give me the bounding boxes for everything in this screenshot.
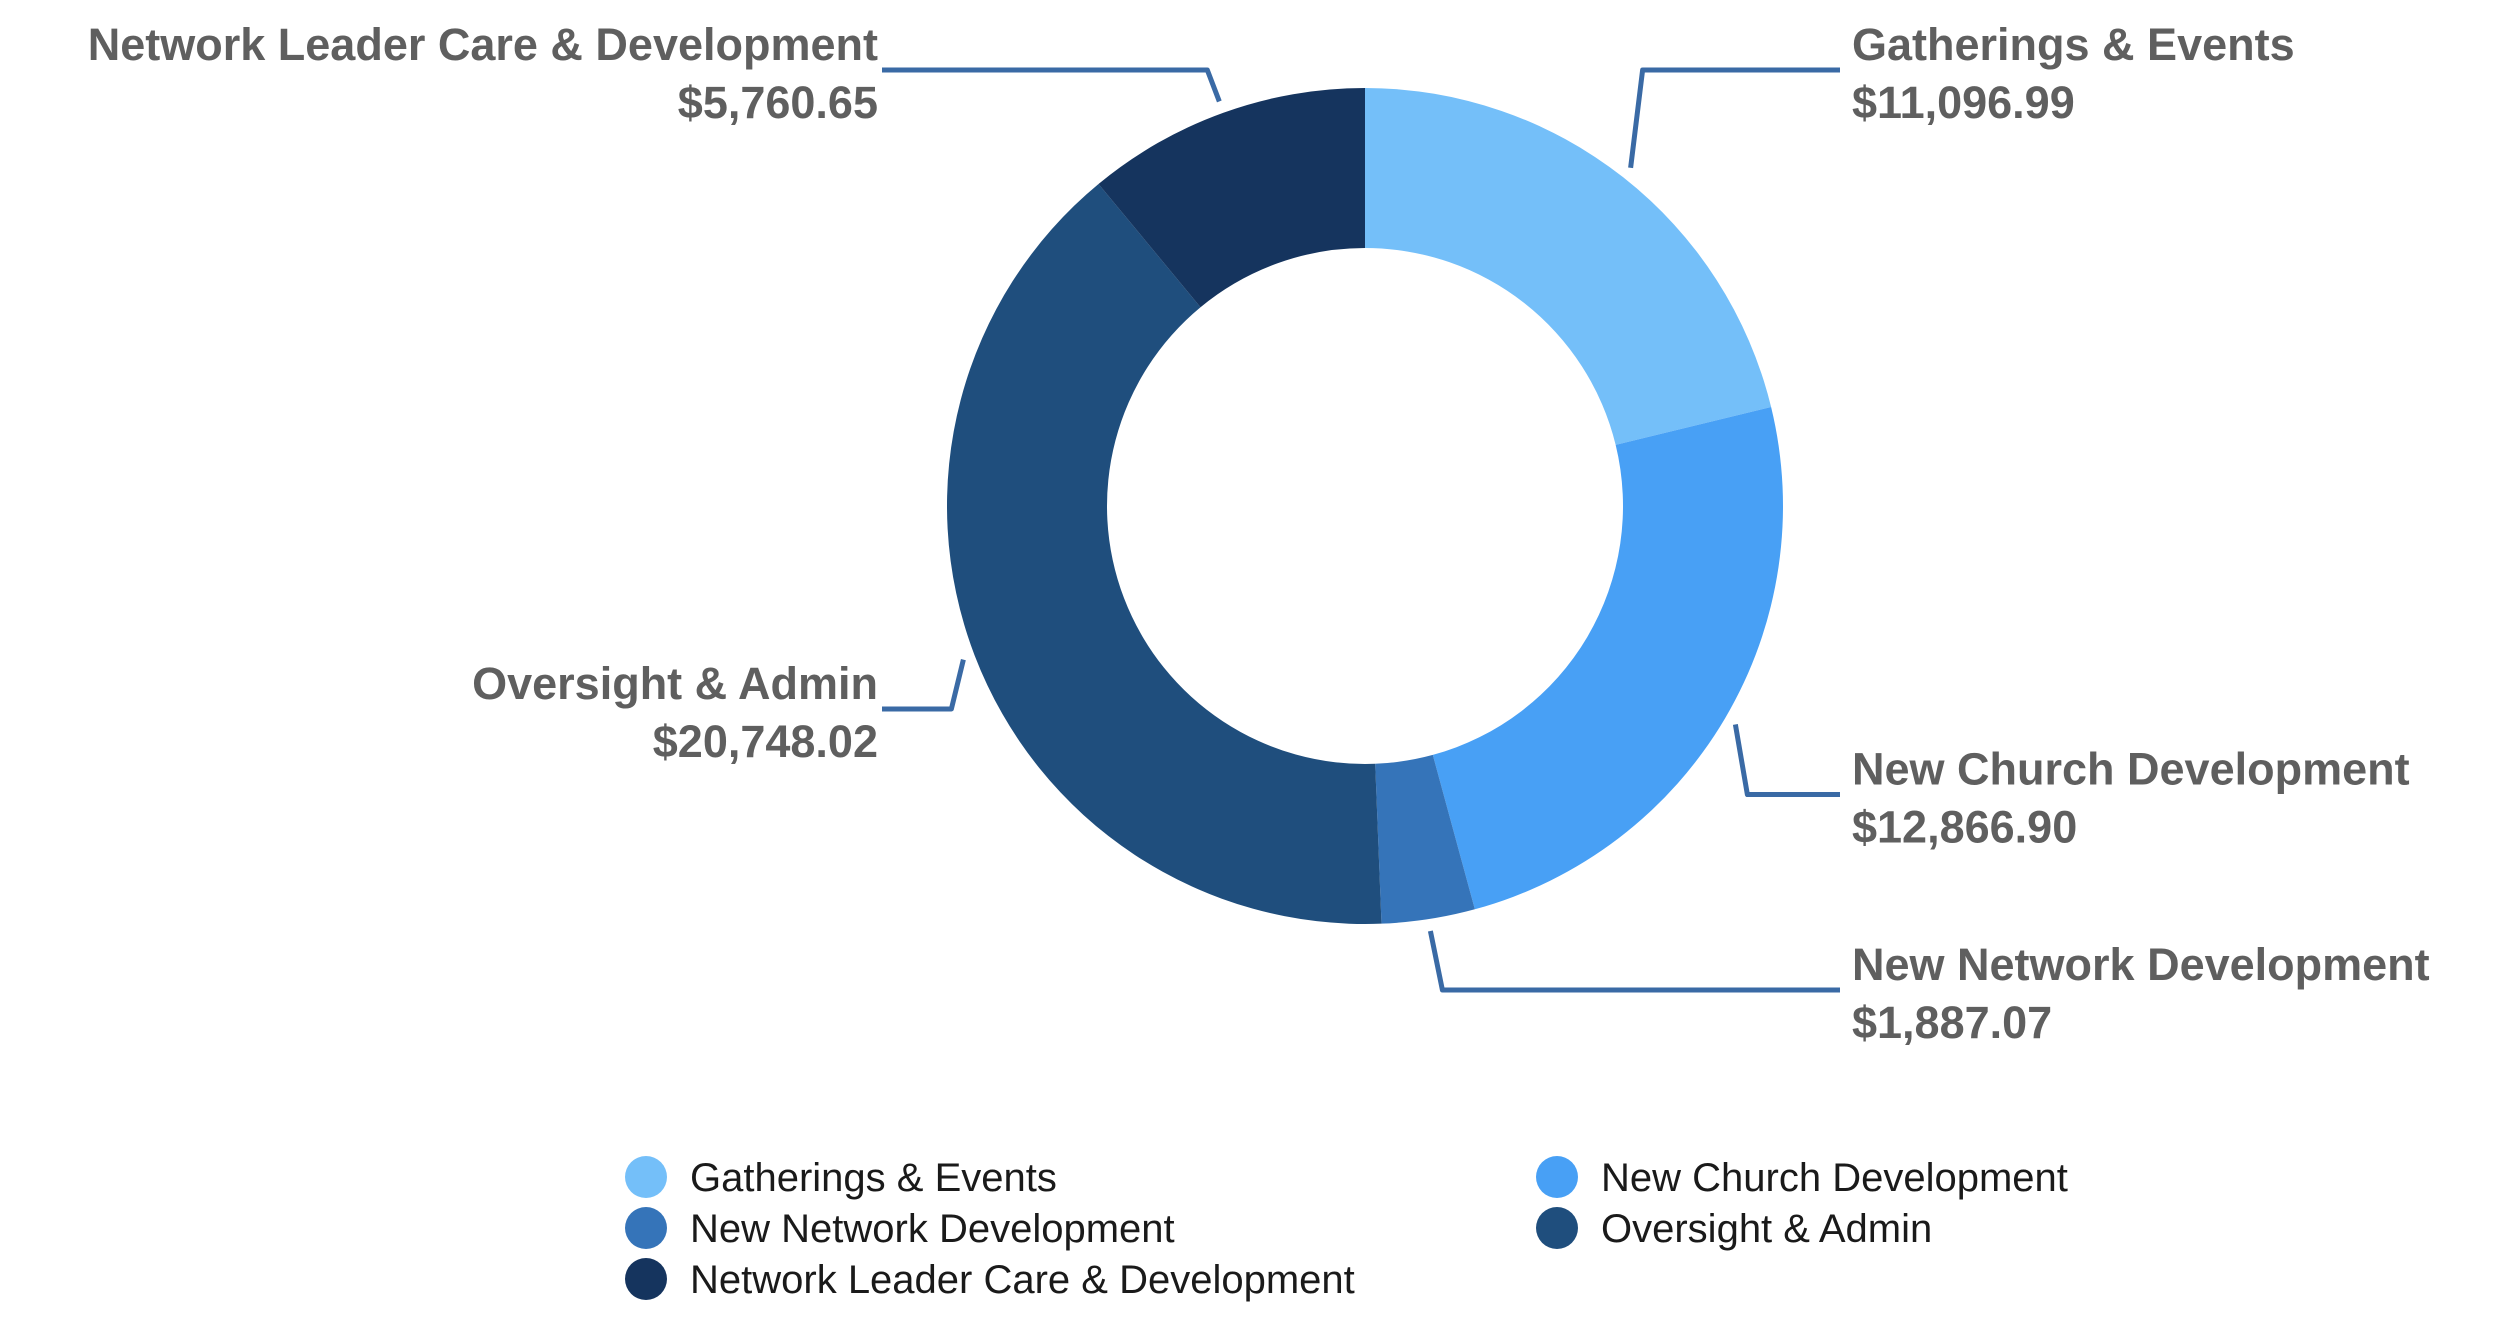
leader-line-network-leader-care-and-development: [882, 67, 1222, 103]
slice-oversight-and-admin: [947, 183, 1382, 925]
data-label-category: Oversight & Admin: [472, 658, 878, 709]
leader-line-gatherings-and-events: [1628, 67, 1840, 169]
legend-swatch-new-network-development: [625, 1207, 667, 1249]
slice-new-network-development: [1375, 754, 1475, 924]
legend-swatch-new-church-development: [1536, 1156, 1578, 1198]
leader-lines: [882, 67, 1840, 993]
data-label-value: $11,096.99: [1852, 77, 2075, 128]
slice-gatherings-and-events: [1365, 88, 1772, 445]
slices: [947, 88, 1783, 925]
data-label-category: Gatherings & Events: [1852, 19, 2295, 70]
legend-label: New Church Development: [1601, 1156, 2068, 1200]
slice-network-leader-care-and-development: [1098, 88, 1365, 308]
leader-line-new-network-development: [1427, 930, 1840, 993]
legend-label: Gatherings & Events: [690, 1156, 1057, 1200]
data-labels: Gatherings & Events $11,096.99 New Church …: [88, 19, 2430, 1048]
data-label-category: New Church Development: [1852, 744, 2410, 795]
leader-line-new-church-development: [1732, 724, 1840, 798]
legend-swatch-oversight-and-admin: [1536, 1207, 1578, 1249]
slice-new-church-development: [1432, 406, 1783, 910]
legend-swatch-gatherings-and-events: [625, 1156, 667, 1198]
legend-swatch-network-leader-care-and-development: [625, 1258, 667, 1300]
leader-line-oversight-and-admin: [882, 659, 966, 712]
data-label-value: $12,866.90: [1852, 802, 2077, 853]
data-label-category: Network Leader Care & Development: [88, 19, 878, 70]
data-label-value: $20,748.02: [653, 716, 878, 767]
data-label-category: New Network Development: [1852, 939, 2430, 990]
legend-label: New Network Development: [690, 1207, 1175, 1251]
legend-label: Oversight & Admin: [1601, 1207, 1932, 1251]
data-label-value: $5,760.65: [678, 77, 878, 128]
data-label-value: $1,887.07: [1852, 997, 2052, 1048]
legend-label: Network Leader Care & Development: [690, 1258, 1355, 1302]
legend: Gatherings & Events New Church Developmen…: [625, 1156, 2068, 1302]
